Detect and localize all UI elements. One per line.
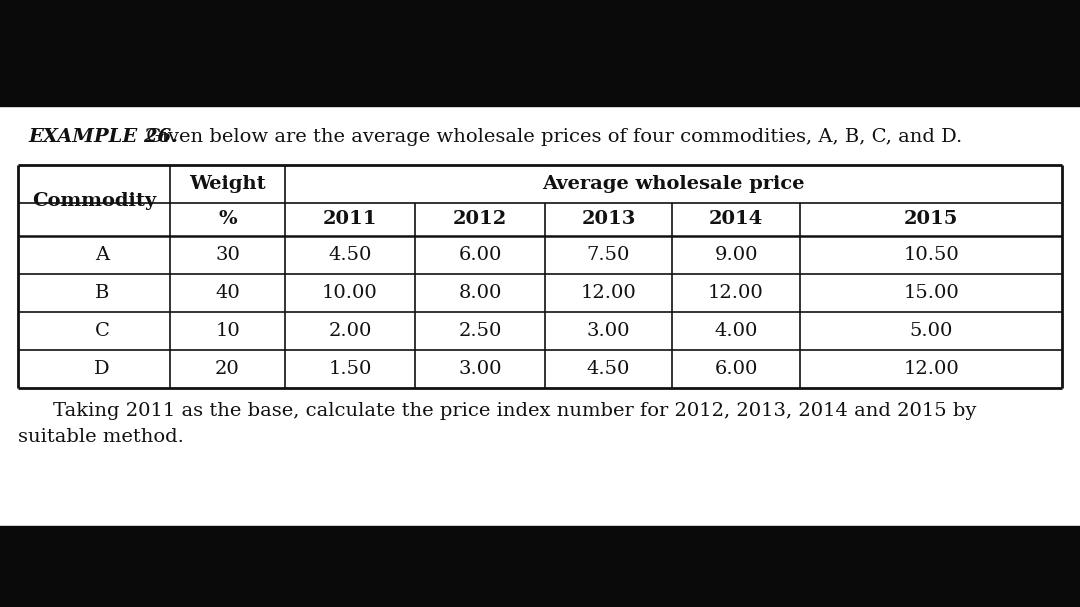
Text: EXAMPLE 26.: EXAMPLE 26. [28, 128, 178, 146]
Text: 7.50: 7.50 [586, 246, 631, 264]
Text: 12.00: 12.00 [903, 360, 959, 378]
Text: 6.00: 6.00 [714, 360, 758, 378]
Text: 10.00: 10.00 [322, 284, 378, 302]
Text: D: D [94, 360, 110, 378]
Text: 4.50: 4.50 [586, 360, 631, 378]
Text: 8.00: 8.00 [458, 284, 502, 302]
Text: Taking 2011 as the base, calculate the price index number for 2012, 2013, 2014 a: Taking 2011 as the base, calculate the p… [28, 402, 976, 420]
Text: 1.50: 1.50 [328, 360, 372, 378]
Text: 12.00: 12.00 [581, 284, 636, 302]
Text: A: A [95, 246, 109, 264]
Text: 10: 10 [215, 322, 240, 340]
Text: 2013: 2013 [581, 211, 636, 228]
Text: Weight: Weight [189, 175, 266, 193]
Text: 4.50: 4.50 [328, 246, 372, 264]
Text: 40: 40 [215, 284, 240, 302]
Text: 2014: 2014 [708, 211, 764, 228]
Text: C: C [95, 322, 109, 340]
Text: 5.00: 5.00 [909, 322, 953, 340]
Text: Commodity: Commodity [32, 191, 157, 209]
Text: 10.50: 10.50 [903, 246, 959, 264]
Text: B: B [95, 284, 109, 302]
Text: 30: 30 [215, 246, 240, 264]
Text: 2012: 2012 [453, 211, 508, 228]
Text: 15.00: 15.00 [903, 284, 959, 302]
Text: 20: 20 [215, 360, 240, 378]
Text: Average wholesale price: Average wholesale price [542, 175, 805, 193]
Text: 2.00: 2.00 [328, 322, 372, 340]
Text: 4.00: 4.00 [714, 322, 758, 340]
Text: %: % [218, 211, 237, 228]
Text: 2.50: 2.50 [458, 322, 502, 340]
Text: 6.00: 6.00 [458, 246, 502, 264]
Text: Given below are the average wholesale prices of four commodities, A, B, C, and D: Given below are the average wholesale pr… [140, 128, 962, 146]
Text: suitable method.: suitable method. [18, 428, 184, 446]
Text: 3.00: 3.00 [586, 322, 631, 340]
Text: 9.00: 9.00 [714, 246, 758, 264]
Text: 2011: 2011 [323, 211, 377, 228]
Text: 3.00: 3.00 [458, 360, 502, 378]
Text: 12.00: 12.00 [708, 284, 764, 302]
Text: 2015: 2015 [904, 211, 958, 228]
